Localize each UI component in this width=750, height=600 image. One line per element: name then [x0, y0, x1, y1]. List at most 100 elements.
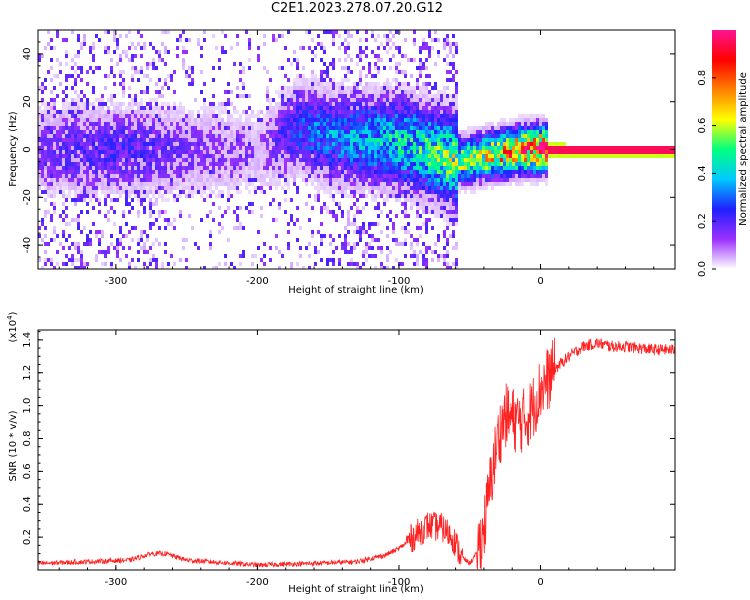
spectrogram-cell: [323, 158, 326, 162]
spectrogram-cell: [437, 170, 440, 174]
spectrogram-cell: [344, 194, 347, 198]
spectrogram-cell: [419, 50, 422, 54]
spectrogram-cell: [389, 170, 392, 174]
spectrogram-cell: [491, 134, 494, 138]
spectrogram-cell: [290, 146, 293, 150]
spectrogram-cell: [260, 178, 263, 182]
spectrogram-cell: [158, 130, 161, 134]
spectrogram-cell: [395, 130, 398, 134]
spectrogram-cell: [407, 82, 410, 86]
spectrogram-cell: [410, 186, 413, 190]
spectrogram-cell: [209, 122, 212, 126]
spectrogram-cell: [353, 142, 356, 146]
spectrogram-cell: [338, 102, 341, 106]
spectrogram-cell: [314, 122, 317, 126]
spectrogram-cell: [449, 134, 452, 138]
spectrogram-cell: [353, 170, 356, 174]
spectrogram-cell: [77, 66, 80, 70]
spectrogram-cell: [179, 182, 182, 186]
spectrogram-cell: [53, 162, 56, 166]
spectrogram-cell: [386, 266, 389, 269]
spectrogram-cell: [128, 106, 131, 110]
spectrogram-cell: [395, 134, 398, 138]
spectrogram-cell: [56, 174, 59, 178]
spectrogram-cell: [494, 126, 497, 130]
spectrogram-cell: [491, 174, 494, 178]
spectrogram-cell: [80, 178, 83, 182]
spectrogram-cell: [173, 114, 176, 118]
spectrogram-cell: [212, 162, 215, 166]
spectrogram-cell: [392, 170, 395, 174]
spectrogram-cell: [479, 146, 482, 150]
spectrogram-cell: [152, 46, 155, 50]
spectrogram-cell: [341, 94, 344, 98]
spectrogram-cell: [341, 66, 344, 70]
spectrogram-cell: [233, 122, 236, 126]
spectrogram-cell: [236, 130, 239, 134]
spectrogram-cell: [59, 174, 62, 178]
spectrogram-cell: [467, 142, 470, 146]
spectrogram-cell: [419, 106, 422, 110]
spectrogram-cell: [113, 158, 116, 162]
spectrogram-cell: [275, 158, 278, 162]
spectrogram-cell: [116, 106, 119, 110]
spectrogram-cell: [371, 130, 374, 134]
spectrogram-cell: [122, 114, 125, 118]
spectrogram-cell: [365, 246, 368, 250]
spectrogram-cell: [92, 90, 95, 94]
spectrogram-cell: [440, 138, 443, 142]
spectrogram-cell: [137, 102, 140, 106]
spectrogram-cell: [455, 174, 458, 178]
spectrogram-cell: [197, 190, 200, 194]
spectrogram-cell: [194, 154, 197, 158]
spectrogram-cell: [470, 130, 473, 134]
spectrogram-cell: [215, 122, 218, 126]
spectrogram-cell: [50, 162, 53, 166]
spectrogram-cell: [146, 174, 149, 178]
spectrogram-cell: [92, 134, 95, 138]
spectrogram-cell: [119, 142, 122, 146]
spectrogram-cell: [362, 102, 365, 106]
spectrogram-cell: [80, 262, 83, 266]
spectrogram-cell: [284, 182, 287, 186]
spectrogram-cell: [182, 130, 185, 134]
spectrogram-cell: [149, 154, 152, 158]
spectrogram-cell: [77, 122, 80, 126]
spectrogram-cell: [425, 178, 428, 182]
spectrogram-cell: [449, 182, 452, 186]
spectrogram-cell: [146, 114, 149, 118]
spectrogram-cell: [275, 106, 278, 110]
spectrogram-cell: [164, 174, 167, 178]
spectrogram-cell: [515, 138, 518, 142]
spectrogram-cell: [377, 110, 380, 114]
spectrogram-cell: [326, 186, 329, 190]
spectrogram-cell: [497, 178, 500, 182]
spectrogram-cell: [410, 206, 413, 210]
spectrogram-cell: [515, 162, 518, 166]
spectrogram-cell: [104, 202, 107, 206]
spectrogram-cell: [380, 122, 383, 126]
spectrogram-cell: [167, 222, 170, 226]
spectrogram-cell: [242, 158, 245, 162]
spectrogram-cell: [362, 110, 365, 114]
spectrogram-cell: [359, 158, 362, 162]
spectrogram-cell: [443, 122, 446, 126]
spectrogram-cell: [179, 166, 182, 170]
spectrogram-cell: [416, 82, 419, 86]
spectrogram-cell: [437, 194, 440, 198]
spectrogram-cell: [353, 202, 356, 206]
spectrogram-cell: [347, 174, 350, 178]
spectrogram-cell: [263, 42, 266, 46]
spectrogram-cell: [125, 162, 128, 166]
spectrogram-cell: [389, 130, 392, 134]
spectrogram-cell: [308, 242, 311, 246]
spectrogram-cell: [464, 186, 467, 190]
spectrogram-cell: [419, 158, 422, 162]
spectrogram-cell: [449, 170, 452, 174]
spectrogram-cell: [359, 170, 362, 174]
spectrogram-cell: [146, 142, 149, 146]
spectrogram-cell: [158, 162, 161, 166]
spectrogram-cell: [254, 122, 257, 126]
spectrogram-cell: [368, 166, 371, 170]
spectrogram-cell: [440, 122, 443, 126]
